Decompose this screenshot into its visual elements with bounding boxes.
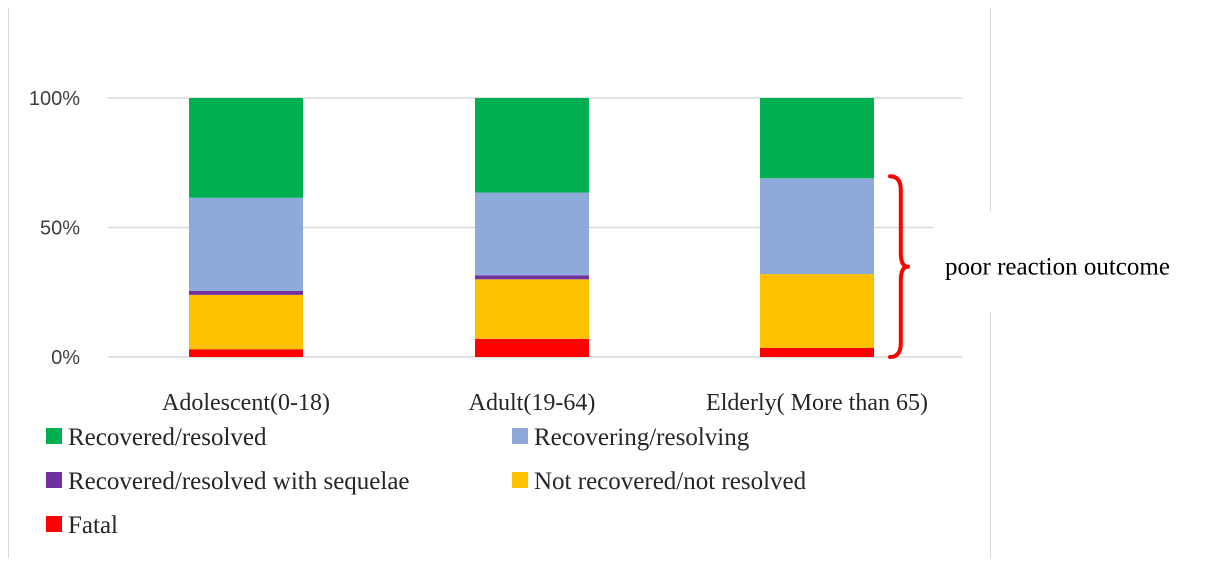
bar-segment xyxy=(189,98,303,198)
bar-segment xyxy=(189,349,303,357)
y-axis-ticks: 0% 50% 100% xyxy=(29,88,80,369)
bar-segment xyxy=(760,98,874,179)
bar-segment xyxy=(189,290,303,295)
annotation: poor reaction outcome xyxy=(888,174,1224,359)
bar-segment xyxy=(475,275,589,280)
x-category-label: Adolescent(0-18) xyxy=(162,390,330,416)
x-category-label: Adult(19-64) xyxy=(469,390,596,416)
annotation-label: poor reaction outcome xyxy=(945,254,1170,281)
x-category-label: Elderly( More than 65) xyxy=(706,390,928,416)
bars xyxy=(189,98,874,357)
y-tick-label: 0% xyxy=(51,347,80,369)
bar-segment xyxy=(475,279,589,339)
annotation-background xyxy=(934,211,1224,312)
legend-label: Recovered/resolved with sequelae xyxy=(68,468,410,495)
y-tick-label: 100% xyxy=(29,88,80,110)
bar-segment xyxy=(475,192,589,276)
y-tick-label: 50% xyxy=(40,218,80,240)
legend-label: Recovered/resolved xyxy=(68,424,267,451)
legend-swatch xyxy=(46,516,62,532)
bar-segment xyxy=(475,98,589,193)
legend-label: Fatal xyxy=(68,512,118,539)
legend-swatch xyxy=(512,428,528,444)
category-labels: Adolescent(0-18) Adult(19-64) Elderly( Mor… xyxy=(162,390,928,416)
bar-segment xyxy=(760,178,874,275)
bar-segment xyxy=(760,347,874,357)
legend-label: Recovering/resolving xyxy=(534,424,750,451)
legend-swatch xyxy=(46,428,62,444)
annotation-brace xyxy=(888,174,910,359)
bar-segment xyxy=(189,197,303,291)
legend-label: Not recovered/not resolved xyxy=(534,468,807,495)
legend-swatch xyxy=(512,472,528,488)
legend-swatch xyxy=(46,472,62,488)
bar-segment xyxy=(760,274,874,348)
bar-segment xyxy=(189,294,303,350)
bar-segment xyxy=(475,338,589,357)
legend: Recovered/resolved Recovering/resolving Re… xyxy=(46,424,807,539)
